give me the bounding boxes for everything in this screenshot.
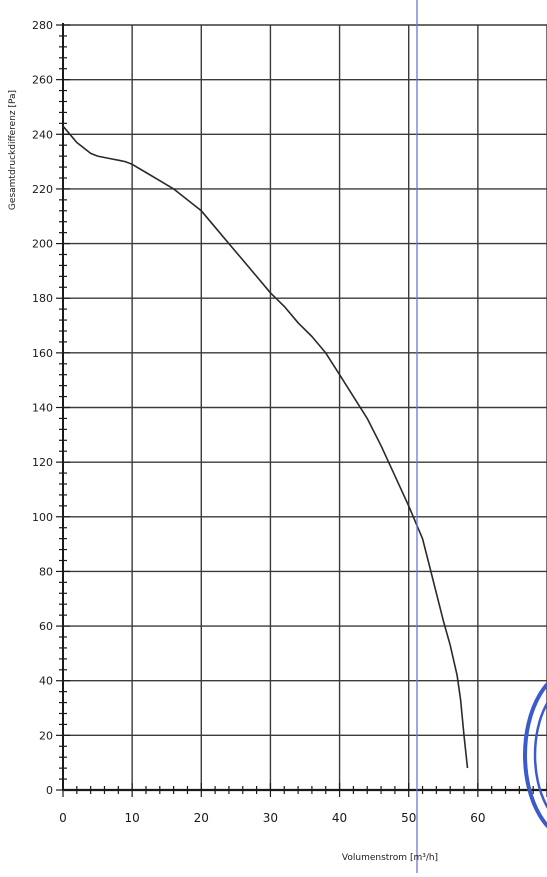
series-line [62,125,469,769]
stamp-inner-ring [533,701,547,809]
y-tick-label: 140 [32,402,53,415]
y-tick-label: 60 [39,620,53,633]
x-tick-label: 50 [401,811,416,825]
y-tick-label: 280 [32,19,53,32]
x-tick-label: 30 [263,811,278,825]
x-tick-label: 60 [470,811,485,825]
x-tick-label: 40 [332,811,347,825]
y-tick-label: 20 [39,729,53,742]
axes [62,23,547,792]
gridlines [63,24,547,790]
y-tick-label: 160 [32,347,53,360]
y-tick-label: 260 [32,74,53,87]
y-tick-label: 120 [32,456,53,469]
y-tick-label: 40 [39,675,53,688]
y-tick-label: 100 [32,511,53,524]
series-layer [62,125,469,769]
x-tick-label: 10 [125,811,140,825]
x-axis-label: Volumenstrom [m³/h] [342,853,438,863]
y-tick-label: 220 [32,183,53,196]
y-tick-label: 80 [39,565,53,578]
tick-labels: 0 20 40 60 80 100 120 140 160 180 200 220 240 260 280 0… [32,19,485,825]
stamp-ring [523,681,547,829]
y-tick-label: 0 [46,784,53,797]
y-axis-label: Gesamtdruckdifferenz [Pa] [8,90,18,210]
y-tick-label: 240 [32,128,53,141]
decorations [416,0,547,873]
x-tick-label: 20 [194,811,209,825]
y-tick-label: 180 [32,292,53,305]
y-tick-label: 200 [32,238,53,251]
x-tick-label: 0 [59,811,67,825]
